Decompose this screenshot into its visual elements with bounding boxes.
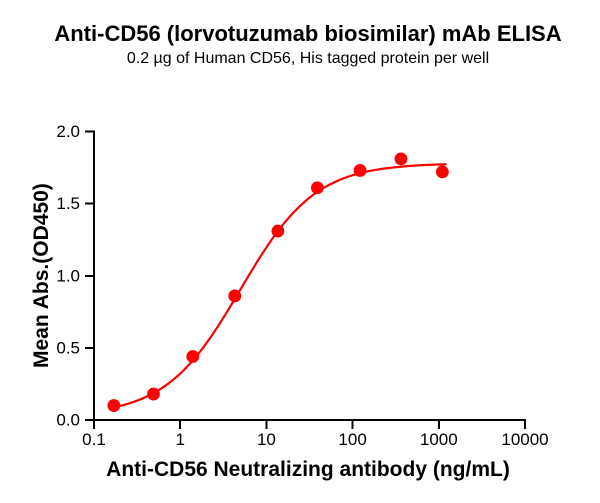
- y-tick-label: 0.0: [56, 411, 80, 430]
- fit-curve: [111, 163, 447, 409]
- axes: [85, 130, 526, 429]
- y-tick-label: 1.5: [56, 194, 80, 213]
- x-axis-title: Anti-CD56 Neutralizing antibody (ng/mL): [106, 458, 510, 481]
- data-point: [435, 165, 449, 179]
- data-series: [107, 152, 449, 412]
- data-point: [271, 224, 285, 238]
- axis-spines: [93, 130, 526, 421]
- chart-subtitle: 0.2 µg of Human CD56, His tagged protein…: [126, 50, 490, 68]
- data-point: [186, 350, 200, 363]
- data-point: [147, 387, 160, 401]
- tick-labels: 0.0 0.5 1.0 1.5 2.0 0.1 1 10 100 1000 10000: [56, 122, 548, 449]
- x-tick-label: 1000: [420, 430, 458, 449]
- y-tick-label: 1.0: [56, 266, 80, 285]
- x-tick-label: 10000: [501, 430, 548, 449]
- y-tick-label: 0.5: [56, 338, 80, 357]
- chart-header: Anti-CD56 (lorvotuzumab biosimilar) mAb …: [18, 21, 598, 68]
- data-point: [353, 164, 367, 177]
- data-point: [310, 181, 324, 195]
- data-point: [107, 399, 121, 412]
- data-point: [394, 152, 408, 166]
- chart-title: Anti-CD56 (lorvotuzumab biosimilar) mAb …: [54, 21, 562, 46]
- x-tick-label: 1: [175, 430, 184, 449]
- x-tick-label: 10: [257, 430, 276, 449]
- data-point: [228, 289, 242, 303]
- x-tick-label: 0.1: [82, 430, 106, 449]
- x-tick-label: 100: [338, 430, 366, 449]
- y-tick-label: 2.0: [56, 122, 80, 141]
